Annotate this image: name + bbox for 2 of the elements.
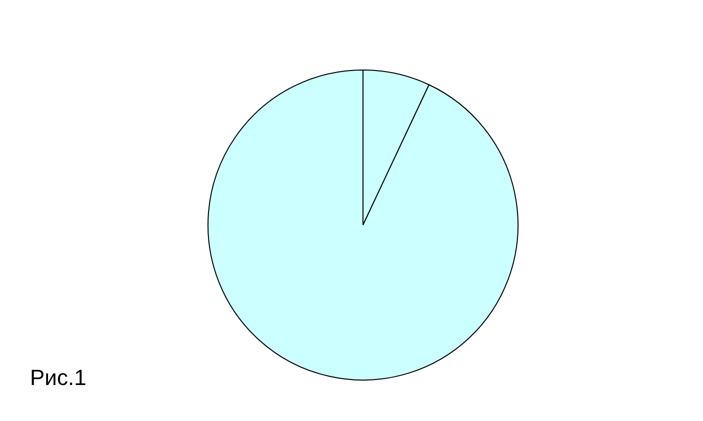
pie-slice bbox=[208, 70, 518, 380]
text: Рис.1 bbox=[30, 365, 86, 390]
